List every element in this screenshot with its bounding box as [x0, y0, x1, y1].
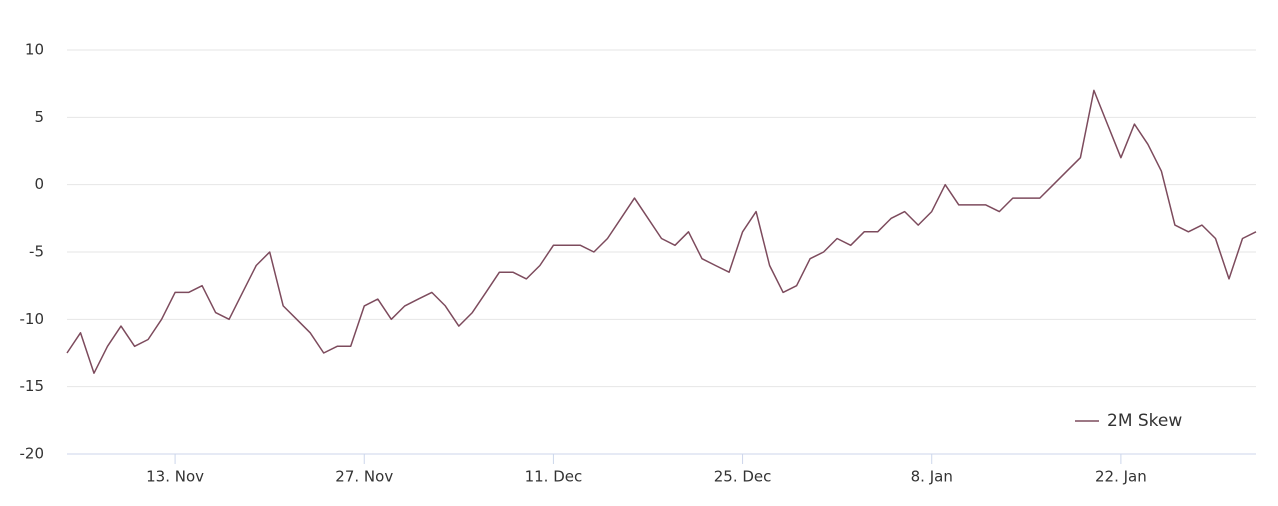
- y-tick-label: 10: [25, 41, 44, 59]
- x-tick-label: 25. Dec: [714, 468, 772, 486]
- x-tick-label: 13. Nov: [146, 468, 204, 486]
- y-tick-label: -20: [20, 445, 45, 463]
- y-tick-label: -15: [20, 377, 45, 395]
- y-tick-label: -10: [20, 310, 45, 328]
- x-tick-label: 22. Jan: [1095, 468, 1147, 486]
- legend-label: 2M Skew: [1107, 411, 1182, 431]
- x-tick-label: 8. Jan: [911, 468, 953, 486]
- x-tick-label: 11. Dec: [525, 468, 583, 486]
- y-tick-label: 5: [34, 108, 44, 126]
- y-tick-label: 0: [34, 175, 44, 193]
- y-tick-label: -5: [29, 243, 44, 261]
- data-line: [66, 89, 1257, 374]
- x-tick-label: 27. Nov: [335, 468, 393, 486]
